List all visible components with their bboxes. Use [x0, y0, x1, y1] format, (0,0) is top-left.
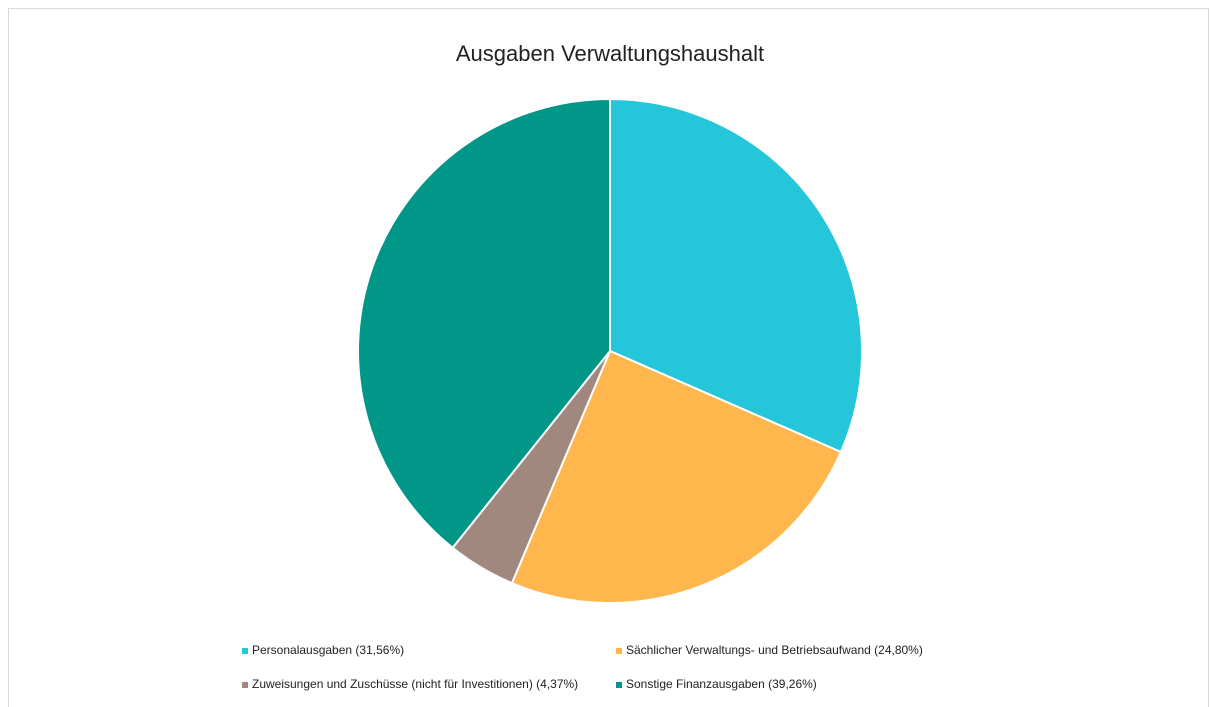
legend-marker	[616, 682, 622, 688]
chart-title: Ausgaben Verwaltungshaushalt	[456, 41, 764, 66]
legend-marker	[242, 648, 248, 654]
pie-slice	[609, 97, 863, 454]
legend-label: Sonstige Finanzausgaben (39,26%)	[626, 677, 817, 691]
legend-marker	[242, 682, 248, 688]
legend-label: Zuweisungen und Zuschüsse (nicht für Inv…	[252, 677, 578, 691]
legend-marker	[616, 648, 622, 654]
legend-label: Sächlicher Verwaltungs- und Betriebsaufw…	[626, 643, 923, 657]
pie-slice	[357, 97, 611, 550]
legend-label: Personalausgaben (31,56%)	[252, 643, 404, 657]
pie-slice	[510, 349, 843, 604]
